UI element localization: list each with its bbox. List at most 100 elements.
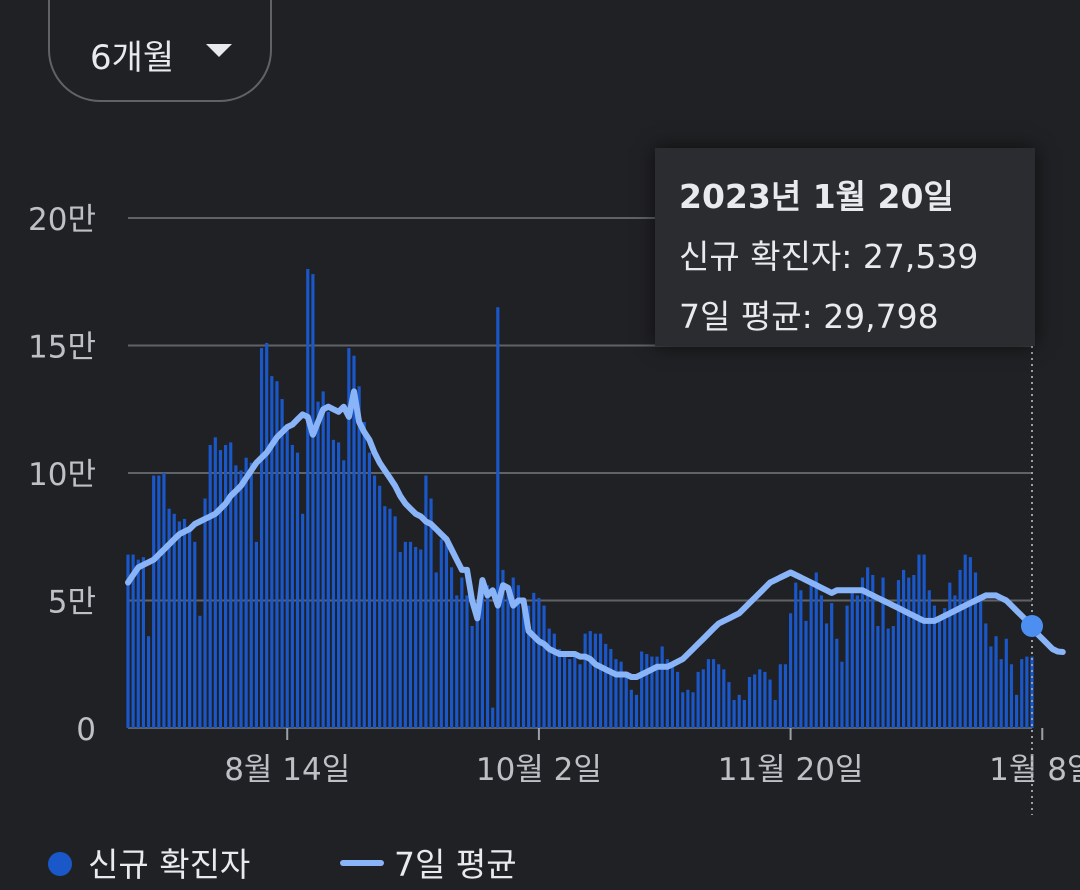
bar (701, 669, 705, 728)
x-tick-label: 11월 20일 (718, 752, 864, 788)
tooltip-average-value: 29,798 (823, 297, 939, 336)
bar (552, 633, 556, 728)
bar (460, 577, 464, 728)
bar (172, 513, 176, 728)
bar (830, 603, 834, 728)
bar (378, 485, 382, 728)
bar (167, 508, 171, 728)
bar (285, 427, 289, 728)
bar (604, 643, 608, 728)
bar (773, 699, 777, 728)
bar (994, 636, 998, 728)
bar (198, 615, 202, 728)
bar (989, 646, 993, 728)
bar (717, 664, 721, 728)
bar (655, 656, 659, 728)
bar (254, 541, 259, 728)
bar (342, 460, 346, 728)
bar (424, 475, 428, 728)
bar (388, 508, 392, 728)
bar (1014, 694, 1019, 728)
bar (141, 557, 146, 728)
bar (948, 582, 952, 728)
bar (362, 422, 366, 728)
bar (193, 541, 197, 728)
tooltip-new-cases-value: 27,539 (862, 237, 979, 276)
bar (855, 595, 859, 728)
bar (881, 577, 885, 728)
bar (1009, 664, 1014, 728)
bar (218, 450, 223, 728)
bar (275, 381, 279, 728)
bar (670, 664, 675, 728)
bar (901, 569, 906, 728)
bar (578, 664, 582, 728)
bar (1004, 638, 1008, 728)
average-line (125, 388, 1066, 680)
bar (547, 628, 551, 728)
bar (681, 692, 685, 728)
bar (506, 592, 510, 728)
bar (819, 595, 824, 728)
bar (788, 613, 793, 728)
bar (203, 498, 207, 728)
bar (223, 444, 228, 728)
bar (177, 521, 181, 728)
bar (295, 452, 300, 728)
bar (568, 659, 572, 728)
bar (1020, 659, 1024, 728)
bar (891, 626, 895, 728)
bar (1025, 656, 1029, 728)
y-tick-label: 5만 (48, 585, 96, 621)
bar (763, 671, 767, 728)
bar (850, 592, 854, 728)
bar (696, 671, 700, 728)
bar (393, 516, 397, 728)
bar (958, 569, 962, 728)
bar (686, 689, 690, 728)
bar (501, 569, 505, 728)
bar (352, 355, 356, 728)
bar (439, 539, 443, 728)
bar (336, 442, 341, 728)
bar (557, 648, 562, 728)
bar (588, 631, 592, 728)
bar (932, 605, 937, 728)
bar (640, 651, 644, 728)
bar (152, 475, 156, 728)
bar (280, 399, 284, 728)
bar (737, 694, 741, 728)
bar (542, 605, 546, 728)
bar (316, 401, 320, 728)
period-dropdown[interactable]: 6개월 (48, 0, 272, 102)
bar (367, 452, 372, 728)
bar (449, 567, 454, 728)
bar (984, 623, 988, 728)
bar (475, 608, 479, 728)
bar (912, 575, 916, 728)
bar (532, 592, 536, 728)
bar (146, 636, 151, 728)
bar (943, 608, 947, 728)
bar (747, 677, 752, 728)
bar (372, 475, 377, 728)
legend-bar-swatch (48, 852, 72, 876)
bar (485, 585, 490, 728)
bar (593, 633, 598, 728)
bar (804, 620, 808, 728)
bar (126, 554, 130, 728)
bar (157, 475, 161, 728)
bar (598, 633, 603, 728)
tooltip-average: 7일 평균: 29,798 (679, 297, 939, 336)
bar (691, 692, 695, 728)
bar (136, 559, 140, 728)
x-tick-label: 10월 2일 (476, 752, 602, 788)
bar (265, 342, 269, 728)
bar (814, 572, 818, 728)
bar (907, 577, 911, 728)
bar (835, 638, 839, 728)
bar (722, 669, 726, 728)
bar (711, 659, 716, 728)
period-label: 6개월 (90, 38, 175, 78)
